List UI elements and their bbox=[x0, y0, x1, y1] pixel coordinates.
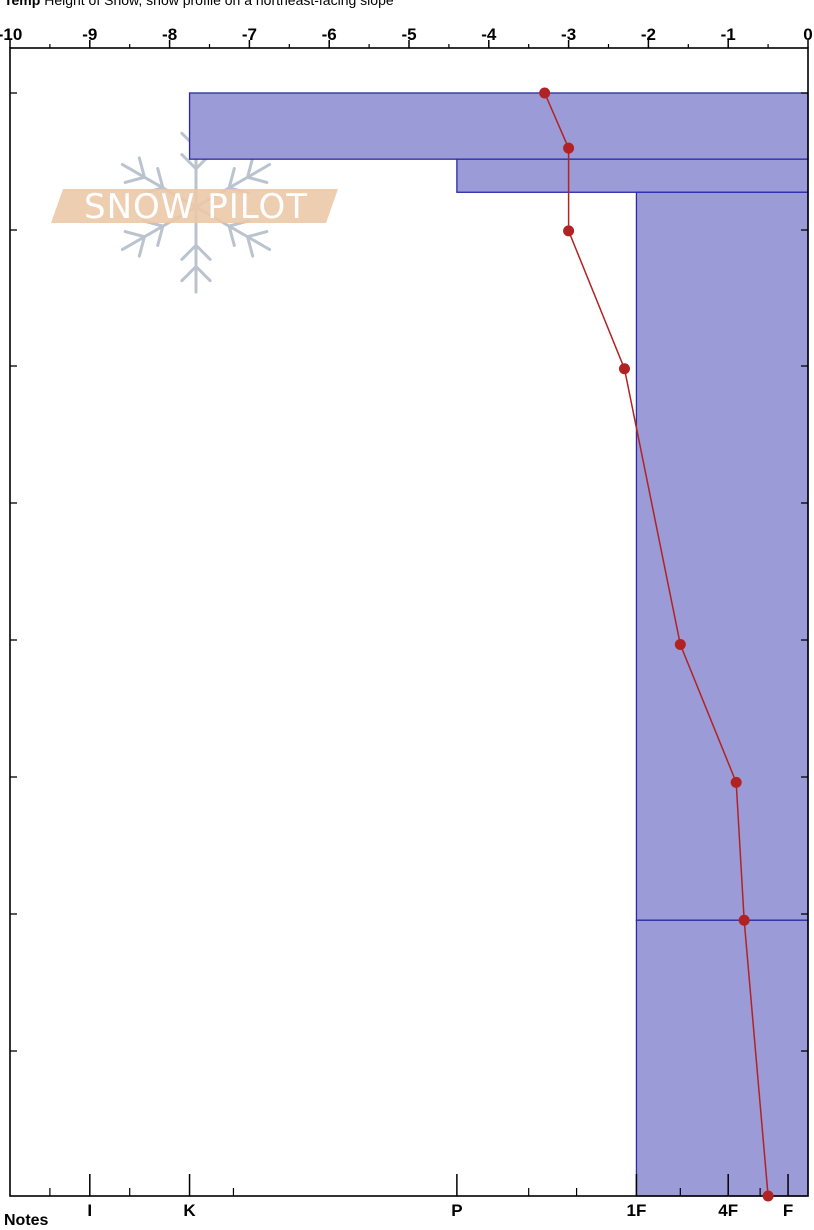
top-tick-label: -9 bbox=[82, 25, 97, 44]
top-tick-label: -1 bbox=[721, 25, 736, 44]
notes-label: Notes bbox=[4, 1212, 49, 1229]
top-axis: -10 -9 -8 -7 -6 -5 -4 -3 -2 -1 0 bbox=[0, 25, 813, 48]
header-label: Temp bbox=[4, 0, 41, 8]
hardness-label: 1F bbox=[627, 1201, 647, 1220]
top-tick-label: -6 bbox=[322, 25, 337, 44]
hardness-label: I bbox=[87, 1201, 92, 1220]
layer-2 bbox=[456, 158, 809, 193]
watermark-banner bbox=[51, 189, 338, 223]
temperature-point bbox=[563, 225, 575, 237]
temperature-point bbox=[674, 639, 686, 650]
top-tick-label: -3 bbox=[561, 25, 576, 44]
top-tick-label: -2 bbox=[641, 25, 656, 44]
top-tick-label: -4 bbox=[481, 25, 497, 44]
layer-1 bbox=[188, 92, 809, 160]
temperature-point bbox=[738, 914, 750, 926]
hardness-label: K bbox=[183, 1201, 196, 1220]
top-tick-label: 0 bbox=[803, 25, 812, 44]
temperature-point bbox=[730, 776, 742, 788]
temperature-line bbox=[543, 92, 769, 1197]
temperature-profile bbox=[539, 87, 774, 1202]
hardness-label: 4F bbox=[718, 1201, 738, 1220]
temperature-point bbox=[618, 363, 630, 375]
temperature-point bbox=[539, 87, 551, 99]
top-tick-label: -10 bbox=[0, 25, 22, 44]
hardness-label: P bbox=[451, 1201, 462, 1220]
depth-ticks bbox=[10, 92, 808, 1052]
chart-header: Temp Height of Snow, snow profile on a n… bbox=[0, 0, 814, 8]
layer-4 bbox=[635, 919, 809, 1197]
hardness-label: F bbox=[783, 1201, 793, 1220]
top-tick-label: -8 bbox=[162, 25, 177, 44]
top-tick-label: -7 bbox=[242, 25, 257, 44]
watermark-text: SNOW PILOT bbox=[84, 187, 308, 227]
bottom-axis: I K P 1F 4F F bbox=[49, 1174, 793, 1220]
snowpilot-watermark: SNOW PILOT bbox=[51, 120, 338, 294]
temperature-point bbox=[762, 1190, 774, 1202]
header-text: Height of Snow, snow profile on a northe… bbox=[44, 0, 394, 8]
temperature-point bbox=[563, 142, 575, 154]
top-tick-label: -5 bbox=[401, 25, 416, 44]
hardness-layers bbox=[188, 92, 809, 1197]
